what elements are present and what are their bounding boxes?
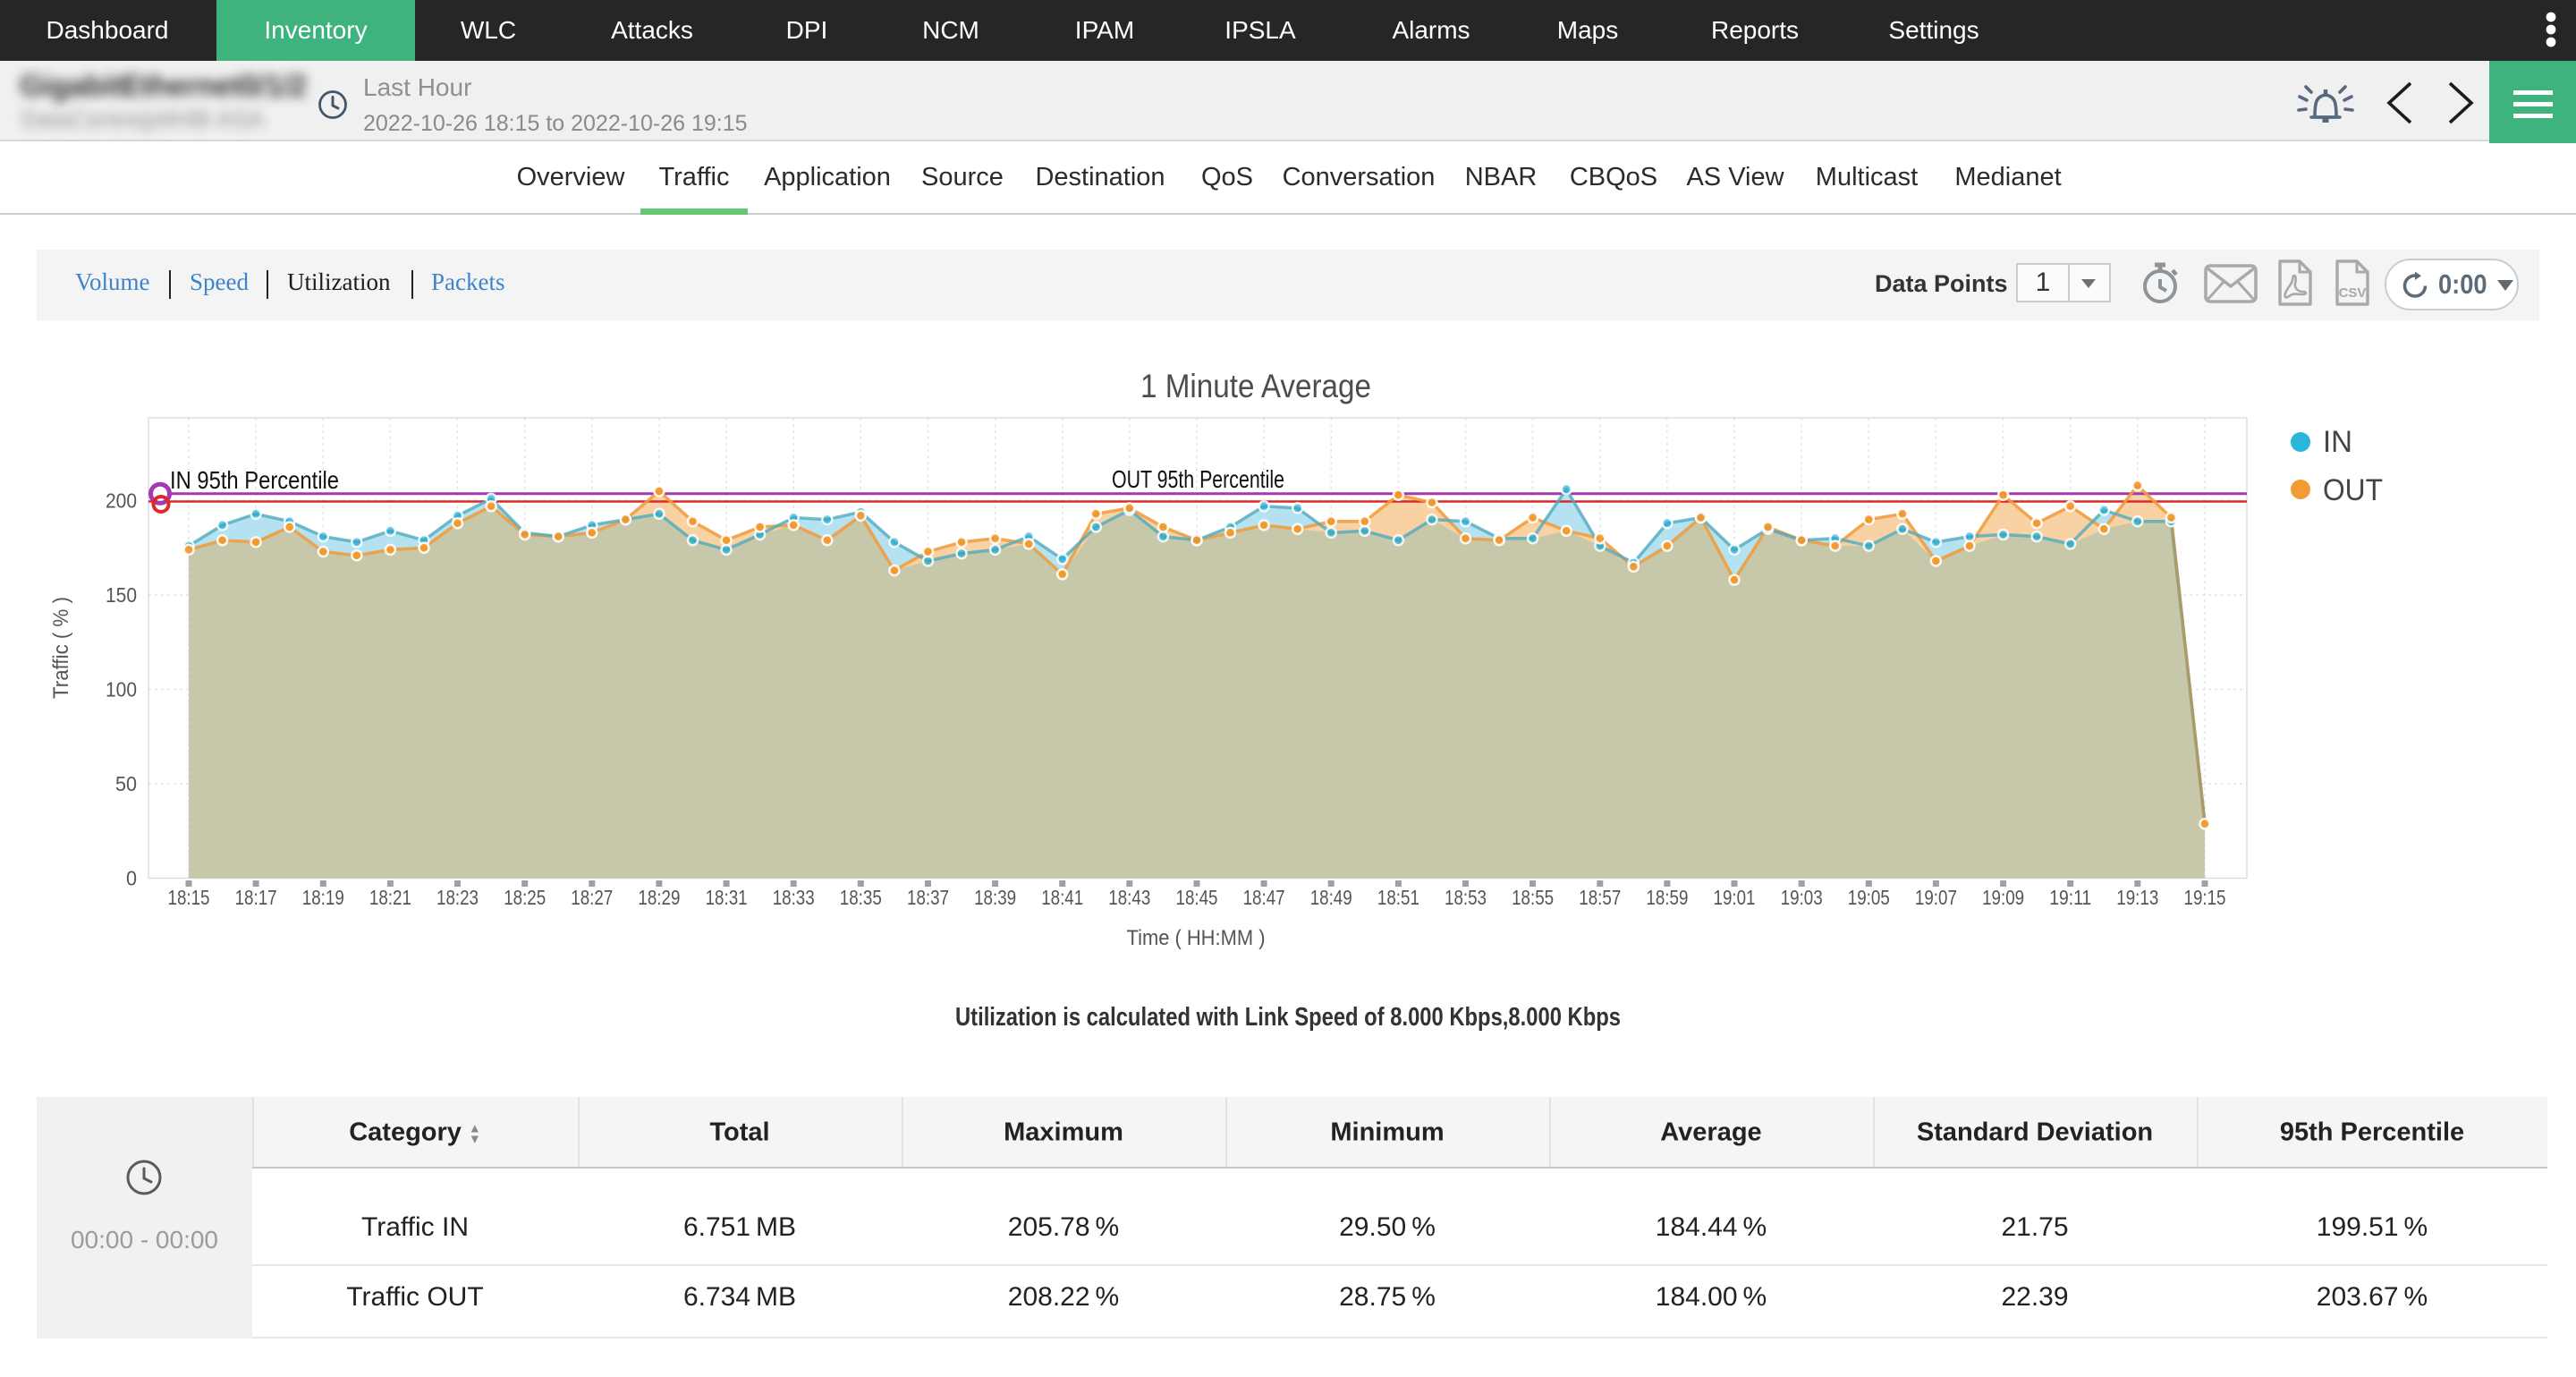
svg-text:18:41: 18:41 [1041,886,1083,909]
svg-text:100: 100 [106,678,137,701]
svg-text:18:59: 18:59 [1646,886,1688,909]
svg-text:18:37: 18:37 [907,886,949,909]
svg-text:18:21: 18:21 [369,886,411,909]
svg-text:200: 200 [106,489,137,513]
svg-text:19:03: 19:03 [1781,886,1823,909]
svg-text:18:47: 18:47 [1243,886,1285,909]
svg-text:18:43: 18:43 [1108,886,1150,909]
svg-text:18:45: 18:45 [1176,886,1218,909]
svg-text:19:11: 19:11 [2049,886,2091,909]
svg-text:18:57: 18:57 [1579,886,1621,909]
svg-text:18:53: 18:53 [1445,886,1487,909]
svg-text:IN: IN [2323,425,2352,459]
svg-text:50: 50 [115,772,137,795]
svg-text:19:05: 19:05 [1848,886,1890,909]
svg-text:18:33: 18:33 [773,886,815,909]
svg-text:18:29: 18:29 [638,886,680,909]
svg-text:18:17: 18:17 [235,886,277,909]
svg-text:IN 95th Percentile: IN 95th Percentile [170,466,339,494]
svg-text:19:13: 19:13 [2116,886,2158,909]
svg-text:18:19: 18:19 [302,886,344,909]
svg-text:18:39: 18:39 [974,886,1016,909]
svg-text:OUT 95th Percentile: OUT 95th Percentile [1112,465,1284,493]
svg-text:Traffic ( % ): Traffic ( % ) [49,597,73,699]
svg-text:18:31: 18:31 [706,886,748,909]
svg-text:Time ( HH:MM ): Time ( HH:MM ) [1127,926,1266,950]
svg-text:18:27: 18:27 [571,886,613,909]
svg-text:18:25: 18:25 [504,886,546,909]
svg-text:19:15: 19:15 [2184,886,2226,909]
svg-text:18:55: 18:55 [1512,886,1554,909]
svg-text:19:09: 19:09 [1982,886,2024,909]
svg-text:0: 0 [126,867,137,890]
svg-text:19:07: 19:07 [1915,886,1957,909]
svg-text:18:51: 18:51 [1377,886,1419,909]
svg-text:1 Minute Average: 1 Minute Average [1140,368,1371,404]
svg-text:OUT: OUT [2323,473,2383,507]
svg-text:18:23: 18:23 [436,886,479,909]
svg-text:150: 150 [106,583,137,607]
svg-text:18:15: 18:15 [168,886,210,909]
svg-text:18:35: 18:35 [840,886,882,909]
svg-text:CSV: CSV [2339,285,2367,301]
svg-text:19:01: 19:01 [1714,886,1756,909]
svg-text:18:49: 18:49 [1310,886,1352,909]
